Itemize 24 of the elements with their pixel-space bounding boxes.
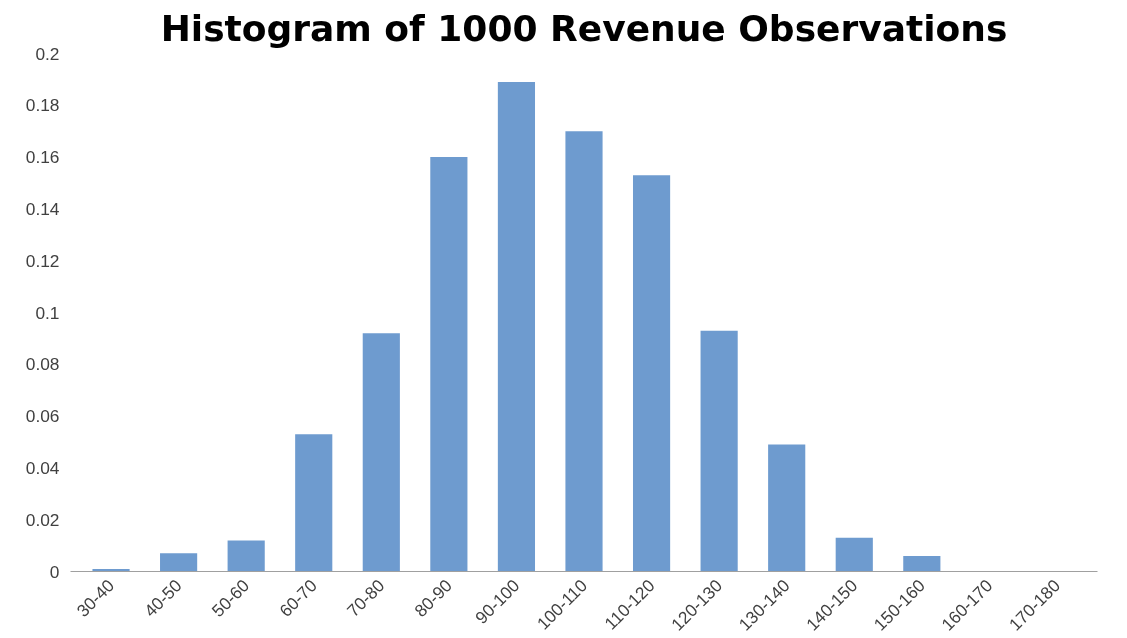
- y-tick-label: 0.18: [25, 95, 60, 116]
- y-tick-label: 0: [49, 561, 60, 582]
- bar: [768, 444, 806, 572]
- bar: [565, 131, 603, 572]
- bar: [903, 555, 941, 572]
- y-tick-label: 0.04: [25, 457, 60, 478]
- y-tick-label: 0.12: [25, 250, 60, 271]
- y-tick-label: 0.06: [25, 406, 60, 427]
- bar: [430, 157, 468, 572]
- y-tick-label: 0.08: [25, 354, 60, 375]
- bar: [362, 333, 400, 572]
- y-tick-label: 0.1: [35, 302, 60, 323]
- chart-title: Histogram of 1000 Revenue Observations: [160, 7, 1008, 49]
- y-tick-label: 0.02: [25, 509, 60, 530]
- bar: [227, 540, 265, 572]
- bar: [160, 553, 198, 572]
- y-tick-label: 0.16: [25, 147, 60, 168]
- bar: [497, 81, 536, 572]
- bar: [700, 330, 738, 572]
- y-tick-label: 0.2: [35, 43, 60, 64]
- y-tick-label: 0.14: [25, 198, 60, 219]
- bar: [295, 434, 333, 572]
- bar: [835, 537, 873, 572]
- bar: [632, 175, 671, 572]
